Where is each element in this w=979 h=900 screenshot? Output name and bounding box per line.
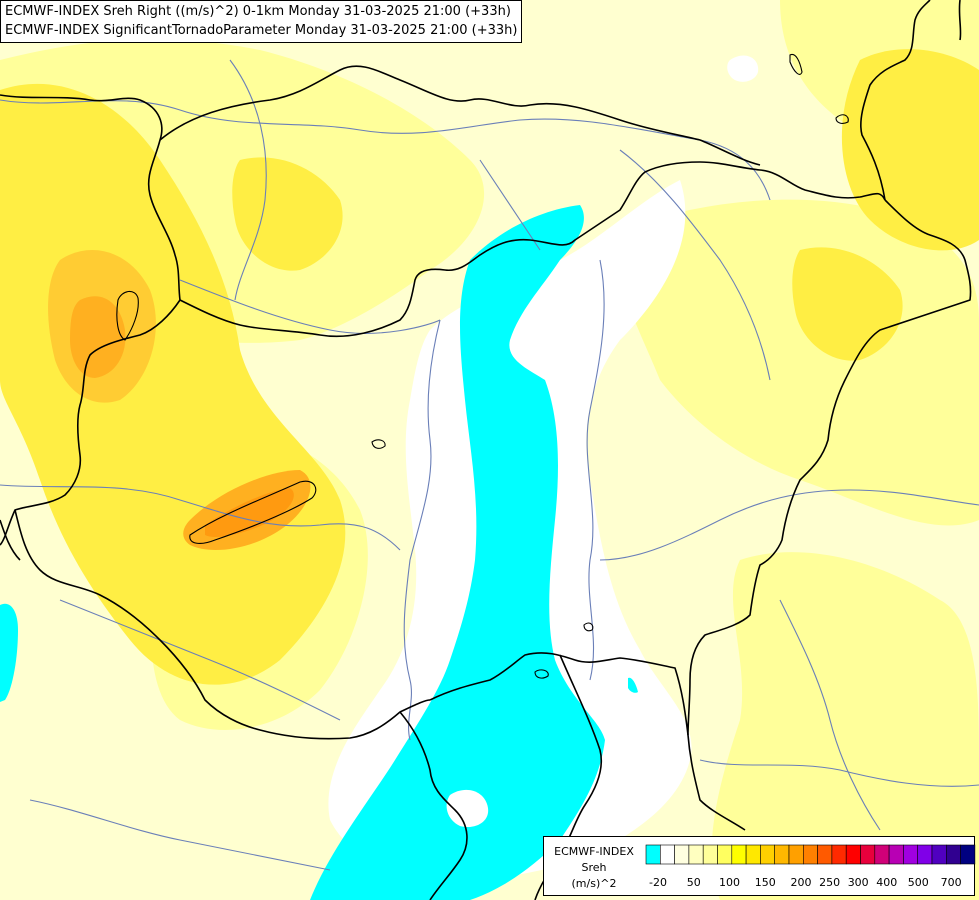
legend-tick-label: 150 xyxy=(755,876,776,889)
legend-swatch xyxy=(945,844,961,865)
legend-swatch xyxy=(717,844,733,865)
cyan-zones xyxy=(0,205,638,900)
title-line-1: ECMWF-INDEX Sreh Right ((m/s)^2) 0-1km M… xyxy=(5,4,511,19)
legend-tick-label: 700 xyxy=(941,876,962,889)
legend-tick-label: 50 xyxy=(687,876,701,889)
legend-swatch xyxy=(860,844,876,865)
legend-swatch xyxy=(874,844,890,865)
legend-tick-label: 200 xyxy=(791,876,812,889)
legend-swatch xyxy=(960,844,976,865)
legend-swatch xyxy=(817,844,833,865)
legend-scale: -20 50 100 150 200 250 300 400 500 700 xyxy=(645,844,976,889)
legend-swatch xyxy=(931,844,947,865)
legend-swatch xyxy=(745,844,761,865)
legend-tick-label: -20 xyxy=(649,876,667,889)
legend-tick-label: 100 xyxy=(719,876,740,889)
white-island xyxy=(446,789,489,828)
lakes xyxy=(116,53,849,679)
legend-swatch xyxy=(660,844,675,865)
legend-swatch xyxy=(888,844,904,865)
legend-tick-label: 500 xyxy=(908,876,929,889)
legend-variable: Sreh xyxy=(581,861,607,874)
legend-swatch xyxy=(702,844,718,865)
orange-cores xyxy=(48,250,311,550)
legend-tick-label: 400 xyxy=(876,876,897,889)
legend-tick-label: 250 xyxy=(819,876,840,889)
legend-swatch xyxy=(845,844,861,865)
title-line-2: ECMWF-INDEX SignificantTornadoParameter … xyxy=(5,23,518,38)
legend-swatch xyxy=(903,844,918,865)
rivers xyxy=(0,59,979,871)
legend-swatch xyxy=(802,844,818,865)
map-title-box: ECMWF-INDEX Sreh Right ((m/s)^2) 0-1km M… xyxy=(0,0,523,43)
legend-swatch xyxy=(688,844,704,865)
legend-swatch xyxy=(645,844,661,865)
legend-swatch xyxy=(674,844,690,865)
legend-tick-label: 300 xyxy=(848,876,869,889)
legend-name: ECMWF-INDEX xyxy=(554,845,634,858)
legend-swatch xyxy=(831,844,847,865)
color-legend: ECMWF-INDEX Sreh (m/s)^2 -20 50 100 150 200 2… xyxy=(543,836,976,896)
legend-swatch xyxy=(774,844,790,865)
legend-swatch xyxy=(788,844,804,865)
legend-unit: (m/s)^2 xyxy=(571,877,617,890)
legend-swatch xyxy=(731,844,747,865)
legend-swatch xyxy=(760,844,775,865)
legend-swatch xyxy=(917,844,933,865)
